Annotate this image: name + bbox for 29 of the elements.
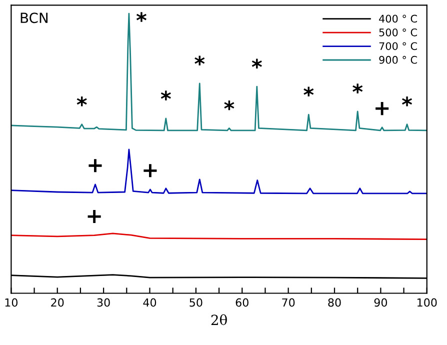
- annotation: BCN: [20, 12, 48, 24]
- annotation: *: [402, 96, 412, 106]
- legend-label: 500 ° C: [379, 28, 417, 36]
- x-tick-label: 60: [236, 298, 248, 307]
- annotation: *: [76, 96, 87, 106]
- annotation: +: [88, 210, 101, 224]
- x-tick-label: 30: [97, 298, 110, 307]
- annotation: *: [304, 86, 314, 96]
- annotation: *: [194, 56, 205, 66]
- annotation: *: [352, 84, 363, 94]
- annotation: +: [376, 102, 389, 116]
- x-axis-title: 2θ: [211, 314, 227, 326]
- annotation: +: [144, 164, 157, 178]
- x-tick-label: 100: [418, 298, 437, 307]
- annotation: +: [88, 159, 102, 172]
- annotation: *: [224, 100, 234, 110]
- annotation: *: [136, 12, 146, 22]
- legend-label: 700 ° C: [379, 42, 417, 50]
- x-tick-label: 80: [328, 298, 341, 307]
- legend-label: 900 ° C: [379, 56, 417, 64]
- x-tick-label: 40: [143, 298, 156, 307]
- x-tick-label: 70: [282, 298, 295, 307]
- x-tick-label: 50: [190, 298, 202, 307]
- x-tick-label: 90: [374, 298, 388, 307]
- annotation: *: [160, 90, 171, 100]
- annotation: *: [252, 58, 262, 68]
- x-tick-label: 10: [5, 298, 18, 307]
- legend-label: 400 ° C: [379, 14, 417, 23]
- x-tick-label: 20: [51, 298, 64, 307]
